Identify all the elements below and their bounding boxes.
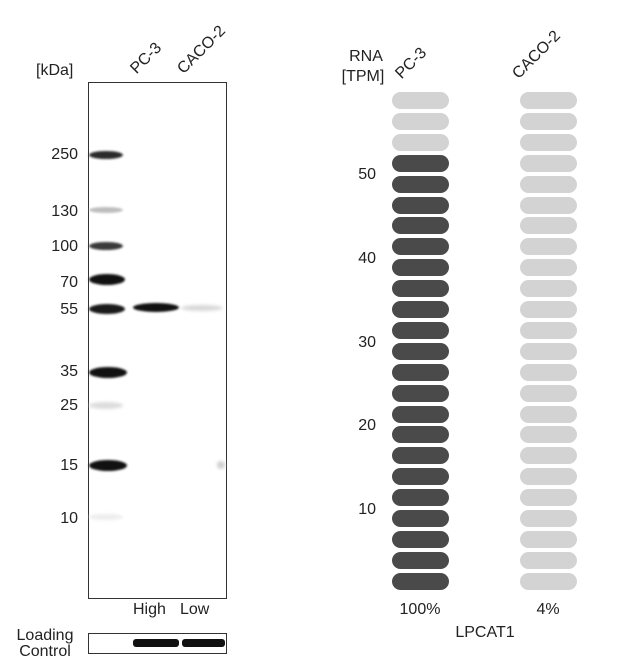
marker-label-70: 70 (60, 274, 78, 291)
rna-unit-caco2-17 (520, 238, 577, 256)
ladder-band-100 (89, 242, 123, 250)
rna-unit-caco2-2 (520, 551, 577, 569)
pc3-target-band (133, 303, 179, 312)
loading-band-pc3 (133, 639, 179, 647)
rna-unit-pc3-7 (392, 447, 449, 465)
rna-unit-pc3-22 (392, 133, 449, 151)
rna-axis-label-line2: [TPM] (341, 68, 385, 85)
marker-label-35: 35 (60, 363, 78, 380)
rna-column-label-caco2: CACO-2 (509, 27, 565, 83)
rna-unit-pc3-13 (392, 321, 449, 339)
rna-unit-caco2-12 (520, 342, 577, 360)
rna-tick-10: 10 (358, 501, 376, 518)
loading-control-label-line2: Control (19, 643, 71, 660)
rna-unit-caco2-15 (520, 280, 577, 298)
rna-unit-caco2-20 (520, 175, 577, 193)
rna-unit-pc3-24 (392, 92, 449, 109)
rna-unit-pc3-10 (392, 384, 449, 402)
rna-unit-pc3-20 (392, 175, 449, 193)
rna-tick-20: 20 (358, 417, 376, 434)
rna-unit-pc3-11 (392, 363, 449, 381)
rna-unit-caco2-5 (520, 489, 577, 507)
ladder-band-250 (89, 151, 123, 159)
rna-unit-caco2-7 (520, 447, 577, 465)
gene-name-label: LPCAT1 (455, 624, 515, 641)
rna-unit-caco2-22 (520, 133, 577, 151)
lane-label-caco2: CACO-2 (174, 22, 230, 78)
rna-unit-caco2-6 (520, 468, 577, 486)
rna-unit-pc3-8 (392, 426, 449, 444)
rna-unit-pc3-14 (392, 301, 449, 318)
rna-unit-pc3-9 (392, 405, 449, 423)
rna-unit-pc3-16 (392, 259, 449, 277)
western-blot-membrane (88, 82, 227, 599)
marker-label-55: 55 (60, 301, 78, 318)
rna-column-label-pc3: PC-3 (392, 44, 431, 83)
rna-unit-pc3-21 (392, 154, 449, 172)
rna-unit-caco2-19 (520, 196, 577, 214)
rna-tick-50: 50 (358, 166, 376, 183)
ladder-band-25 (89, 402, 123, 409)
ladder-band-10 (89, 514, 123, 520)
rna-column-pc3 (392, 92, 449, 592)
rna-unit-caco2-4 (520, 510, 577, 527)
rna-unit-pc3-4 (392, 510, 449, 527)
ladder-band-55 (89, 304, 125, 314)
rna-column-caco2 (520, 92, 577, 592)
loading-control-blot (88, 633, 227, 654)
rna-unit-caco2-23 (520, 112, 577, 130)
rna-unit-caco2-16 (520, 259, 577, 277)
marker-label-130: 130 (51, 203, 78, 220)
ladder-band-15 (89, 460, 127, 471)
rna-unit-caco2-1 (520, 572, 577, 590)
rna-unit-pc3-6 (392, 468, 449, 486)
rna-axis-label-line1: RNA (349, 48, 383, 65)
expression-level-caco2: Low (180, 601, 210, 618)
rna-unit-caco2-9 (520, 405, 577, 423)
rna-unit-caco2-11 (520, 363, 577, 381)
rna-unit-pc3-12 (392, 342, 449, 360)
ladder-band-130 (89, 207, 123, 213)
rna-percent-pc3: 100% (399, 601, 441, 618)
rna-unit-caco2-8 (520, 426, 577, 444)
rna-unit-caco2-13 (520, 321, 577, 339)
rna-unit-pc3-3 (392, 530, 449, 548)
rna-unit-pc3-17 (392, 238, 449, 256)
rna-unit-caco2-10 (520, 384, 577, 402)
marker-label-250: 250 (51, 146, 78, 163)
rna-unit-pc3-18 (392, 217, 449, 235)
ladder-band-70 (89, 274, 125, 285)
rna-unit-caco2-3 (520, 530, 577, 548)
caco2-faint-band (217, 461, 225, 469)
rna-unit-caco2-18 (520, 217, 577, 235)
rna-unit-caco2-24 (520, 92, 577, 109)
kda-unit-label: [kDa] (36, 62, 74, 79)
marker-label-15: 15 (60, 457, 78, 474)
caco2-target-band (181, 305, 223, 311)
rna-percent-caco2: 4% (536, 601, 560, 618)
ladder-band-35 (89, 367, 127, 378)
rna-unit-pc3-15 (392, 280, 449, 298)
lane-label-pc3: PC-3 (127, 39, 166, 78)
rna-tick-30: 30 (358, 334, 376, 351)
marker-label-100: 100 (51, 238, 78, 255)
rna-unit-pc3-1 (392, 572, 449, 590)
rna-unit-pc3-2 (392, 551, 449, 569)
rna-unit-caco2-21 (520, 154, 577, 172)
rna-unit-caco2-14 (520, 301, 577, 318)
loading-control-label-line1: Loading (16, 627, 74, 644)
rna-unit-pc3-23 (392, 112, 449, 130)
rna-unit-pc3-19 (392, 196, 449, 214)
expression-level-pc3: High (133, 601, 166, 618)
loading-band-caco2 (182, 639, 225, 647)
rna-tick-40: 40 (358, 250, 376, 267)
marker-label-10: 10 (60, 510, 78, 527)
marker-label-25: 25 (60, 397, 78, 414)
rna-unit-pc3-5 (392, 489, 449, 507)
